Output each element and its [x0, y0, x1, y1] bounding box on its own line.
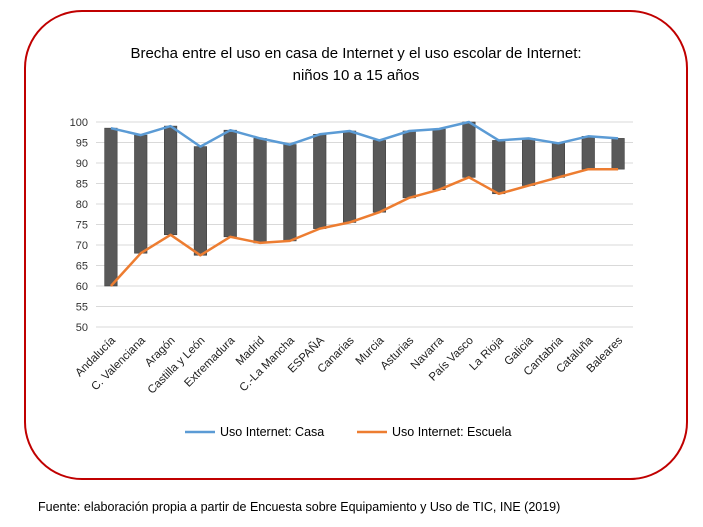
gap-bar	[134, 134, 148, 254]
y-tick-label: 60	[76, 281, 88, 293]
y-tick-label: 90	[76, 158, 88, 170]
gap-bar	[611, 138, 625, 170]
source-note: Fuente: elaboración propia a partir de E…	[38, 500, 561, 514]
series-line-escuela	[109, 167, 619, 287]
y-axis-ticks: 50 55 60 65 70 75 80 85 90 95 100	[70, 117, 88, 334]
gap-bars	[104, 121, 625, 287]
chart-title-line-1: Brecha entre el uso en casa de Internet …	[130, 45, 581, 62]
y-tick-label: 100	[70, 117, 88, 129]
gap-bar	[343, 130, 357, 223]
series-line-casa	[110, 120, 619, 148]
chart: Brecha entre el uso en casa de Internet …	[70, 45, 633, 439]
y-tick-label: 55	[76, 302, 88, 314]
y-tick-label: 70	[76, 240, 88, 252]
gap-bar	[193, 146, 207, 256]
series-lines	[109, 120, 619, 287]
chart-title-line-2: niños 10 a 15 años	[293, 67, 420, 84]
y-tick-label: 75	[76, 220, 88, 232]
y-tick-label: 95	[76, 138, 88, 150]
y-tick-label: 50	[76, 322, 88, 334]
gap-bar	[402, 130, 416, 199]
y-tick-label: 80	[76, 199, 88, 211]
gap-bar	[313, 134, 327, 229]
gap-bar	[283, 144, 297, 242]
gap-bar	[462, 121, 476, 178]
y-tick-label: 85	[76, 179, 88, 191]
gap-bar	[223, 129, 237, 238]
gap-bar	[164, 125, 178, 236]
gridlines	[96, 121, 633, 328]
gap-bar	[522, 138, 536, 186]
gap-bar	[492, 140, 506, 195]
gap-bar	[253, 138, 267, 244]
x-tick-label: C. Valenciana	[89, 334, 148, 393]
legend-label-casa: Uso Internet: Casa	[220, 425, 324, 439]
x-tick-label: La Rioja	[468, 334, 507, 373]
gap-bar	[432, 128, 446, 190]
y-tick-label: 65	[76, 261, 88, 273]
gap-bar	[581, 136, 595, 170]
gap-bar	[551, 143, 565, 178]
gap-bar	[104, 127, 118, 287]
legend-label-escuela: Uso Internet: Escuela	[392, 425, 512, 439]
gap-bar	[372, 140, 386, 213]
legend: Uso Internet: Casa Uso Internet: Escuela	[185, 425, 512, 439]
